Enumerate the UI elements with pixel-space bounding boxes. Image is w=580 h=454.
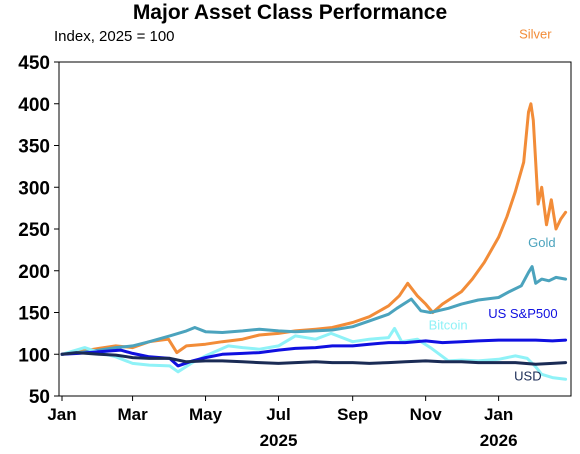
year-label: 2025	[260, 431, 298, 450]
chart-subtitle: Index, 2025 = 100	[54, 28, 175, 45]
x-axis: Jan Mar May Jul Sep Nov Jan 2025 2026	[47, 396, 518, 450]
series-line-gold	[60, 265, 568, 356]
x-tick-label: Jul	[266, 405, 291, 424]
chart-title: Major Asset Class Performance	[132, 1, 448, 24]
y-tick-label: 350	[18, 137, 50, 158]
year-label: 2026	[480, 431, 518, 450]
y-tick-label: 150	[18, 304, 50, 325]
series-label: Silver	[519, 26, 552, 41]
y-tick-label: 400	[18, 95, 50, 116]
series-line-usd	[60, 351, 568, 366]
y-tick-label: 250	[18, 220, 50, 241]
y-tick-label: 50	[29, 387, 50, 408]
series-labels: Silver Gold Bitcoin US S&P500 USD	[429, 26, 558, 383]
x-tick-label: Jan	[47, 405, 76, 424]
y-axis: 50 100 150 200 250 300 350 400 450	[18, 53, 59, 408]
series-line-us-s-p500	[60, 338, 568, 368]
series-lines	[60, 102, 568, 381]
x-tick-label: Sep	[337, 405, 368, 424]
y-tick-label: 200	[18, 262, 50, 283]
series-line-bitcoin	[60, 326, 568, 381]
series-line-silver	[60, 102, 568, 356]
y-tick-label: 300	[18, 178, 50, 199]
y-tick-label: 100	[18, 345, 50, 366]
y-tick-label: 450	[18, 53, 50, 74]
series-label: US S&P500	[488, 306, 557, 321]
series-label: Bitcoin	[429, 317, 468, 332]
x-tick-label: Mar	[117, 405, 148, 424]
x-tick-label: May	[189, 405, 223, 424]
series-label: USD	[514, 369, 541, 384]
x-tick-label: Jan	[484, 405, 513, 424]
series-label: Gold	[528, 235, 555, 250]
x-tick-label: Nov	[410, 405, 443, 424]
